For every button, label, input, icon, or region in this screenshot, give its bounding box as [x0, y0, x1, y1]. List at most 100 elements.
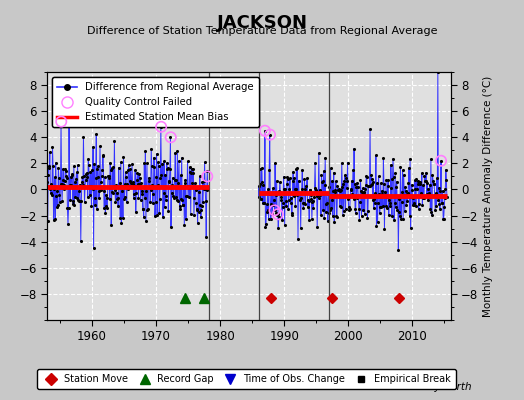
Point — [374, 173, 383, 180]
Point — [397, 216, 405, 222]
Point — [372, 223, 380, 230]
Point — [182, 192, 191, 199]
Point — [268, 190, 276, 196]
Point — [115, 184, 123, 190]
Point — [184, 182, 192, 189]
Point — [130, 183, 139, 189]
Point — [387, 185, 396, 191]
Point — [91, 194, 99, 201]
Point — [345, 206, 353, 213]
Point — [437, 158, 445, 164]
Point — [393, 207, 401, 214]
Point — [57, 181, 66, 187]
Point — [177, 172, 185, 178]
Point — [102, 203, 110, 210]
Point — [288, 212, 296, 218]
Point — [134, 181, 142, 187]
Point — [255, 180, 264, 187]
Point — [361, 211, 369, 217]
Point — [335, 203, 344, 210]
Point — [151, 199, 160, 205]
Point — [314, 150, 323, 156]
Point — [179, 202, 187, 208]
Point — [402, 202, 410, 208]
Point — [328, 197, 336, 203]
Point — [315, 195, 323, 201]
Point — [80, 172, 88, 179]
Point — [420, 173, 429, 179]
Point — [149, 191, 158, 197]
Point — [405, 180, 413, 187]
Point — [274, 211, 282, 218]
Point — [52, 204, 61, 210]
Point — [424, 186, 432, 192]
Point — [91, 202, 100, 208]
Point — [417, 192, 425, 198]
Y-axis label: Monthly Temperature Anomaly Difference (°C): Monthly Temperature Anomaly Difference (… — [483, 75, 493, 317]
Point — [384, 177, 392, 183]
Point — [281, 186, 289, 192]
Point — [263, 209, 271, 215]
Point — [389, 174, 398, 180]
Point — [178, 197, 187, 204]
Point — [43, 179, 51, 185]
Point — [308, 216, 316, 222]
Point — [86, 169, 94, 175]
Point — [191, 180, 199, 186]
Point — [416, 179, 424, 185]
Point — [136, 175, 144, 182]
Point — [291, 202, 300, 209]
Point — [263, 201, 271, 208]
Point — [78, 174, 86, 180]
Point — [112, 182, 120, 189]
Point — [172, 177, 180, 183]
Point — [284, 206, 292, 212]
Point — [85, 192, 94, 198]
Point — [124, 166, 133, 173]
Point — [428, 212, 436, 218]
Point — [425, 190, 433, 196]
Point — [413, 178, 422, 184]
Point — [165, 178, 173, 184]
Point — [71, 194, 80, 201]
Point — [108, 165, 116, 171]
Point — [135, 180, 144, 187]
Point — [330, 169, 338, 176]
Point — [169, 194, 178, 201]
Point — [411, 177, 419, 184]
Point — [301, 200, 310, 207]
Point — [189, 170, 198, 176]
Point — [76, 198, 84, 204]
Point — [69, 198, 78, 204]
Point — [388, 213, 396, 219]
Point — [386, 202, 395, 209]
Point — [343, 159, 352, 166]
Point — [395, 209, 403, 215]
Point — [379, 202, 387, 209]
Point — [255, 194, 263, 200]
Point — [383, 205, 391, 211]
Point — [181, 180, 189, 186]
Point — [157, 124, 165, 130]
Point — [68, 171, 77, 177]
Point — [70, 163, 78, 170]
Point — [257, 196, 265, 202]
Point — [163, 165, 172, 171]
Point — [183, 193, 191, 199]
Point — [326, 207, 334, 214]
Point — [270, 196, 278, 203]
Point — [308, 199, 316, 205]
Point — [344, 196, 352, 202]
Point — [202, 234, 211, 240]
Point — [156, 196, 164, 203]
Point — [372, 152, 380, 159]
Point — [368, 180, 376, 187]
Point — [350, 145, 358, 152]
Point — [330, 219, 339, 225]
Point — [435, 184, 443, 191]
Point — [199, 199, 207, 205]
Point — [107, 188, 116, 195]
Point — [176, 206, 184, 212]
Point — [292, 165, 301, 172]
Point — [407, 194, 416, 200]
